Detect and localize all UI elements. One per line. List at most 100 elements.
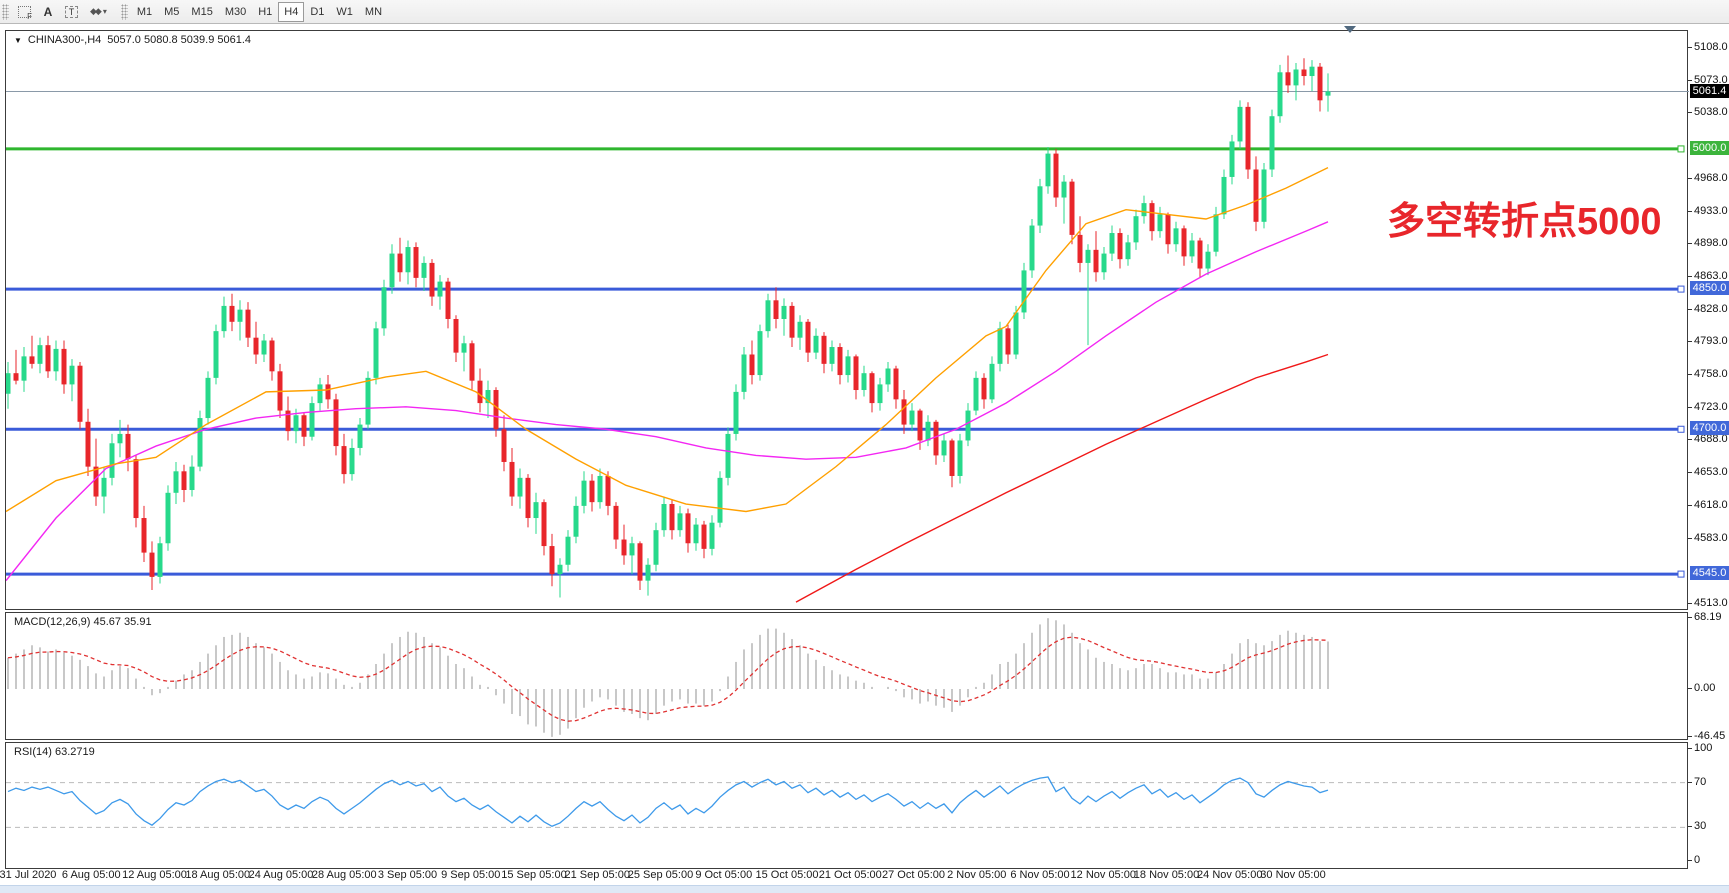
- candle-body: [909, 410, 915, 425]
- timeframe-H1[interactable]: H1: [258, 5, 273, 18]
- candle-body: [493, 390, 499, 430]
- price-tick-4898.0-tick: [1688, 243, 1692, 245]
- candle-body: [421, 262, 427, 278]
- candle-body: [261, 340, 267, 355]
- hline-4700-handle[interactable]: [1677, 425, 1685, 433]
- candle-body: [37, 345, 43, 364]
- candle-body: [173, 471, 179, 493]
- timeframe-M5[interactable]: M5: [164, 5, 180, 18]
- candle-body: [1101, 253, 1107, 273]
- rsi-tick-70-tick: [1688, 781, 1692, 783]
- candle-body: [925, 421, 931, 441]
- text-box-button[interactable]: T: [59, 2, 84, 22]
- macd-panel[interactable]: MACD(12,26,9) 45.67 35.91: [5, 612, 1688, 740]
- candle-body: [1285, 72, 1291, 86]
- rsi-chart[interactable]: [6, 743, 1689, 870]
- candle-body: [741, 354, 747, 392]
- candle-body: [317, 384, 323, 404]
- hline-4850-tag: 4850.0: [1690, 281, 1729, 296]
- price-tick-5038.0-tick: [1688, 112, 1692, 114]
- candle-body: [141, 518, 147, 553]
- toolbar-grip-2[interactable]: [120, 3, 128, 20]
- chart-annotation-text[interactable]: 多空转折点5000: [1387, 201, 1662, 243]
- symbol-dropdown-icon[interactable]: ▼: [14, 35, 22, 45]
- time-label: 6 Aug 05:00: [61, 869, 121, 881]
- chart-title: ▼ CHINA300-,H4 5057.0 5080.8 5039.9 5061…: [14, 34, 251, 46]
- candle-body: [1149, 203, 1155, 232]
- hline-5000-handle[interactable]: [1677, 145, 1685, 153]
- hline-4545-tag: 4545.0: [1690, 566, 1729, 581]
- candlestick-chart[interactable]: [6, 31, 1689, 611]
- font-a-button[interactable]: A: [37, 2, 59, 22]
- price-tick-4618.0: 4618.0: [1694, 498, 1728, 511]
- price-tick-4828.0: 4828.0: [1694, 302, 1728, 315]
- timeframe-H4[interactable]: H4: [278, 1, 305, 22]
- main-chart-panel[interactable]: ▼ CHINA300-,H4 5057.0 5080.8 5039.9 5061…: [5, 30, 1689, 611]
- candle-body: [1093, 249, 1099, 273]
- price-tick-5108.0-tick: [1688, 47, 1692, 48]
- toolbar: A T ◆◆ ▾ M1 M5 M15 M30 H1 H4 D1 W1 MN: [0, 0, 1729, 24]
- candle-body: [1021, 270, 1027, 313]
- timeframe-W1[interactable]: W1: [336, 5, 353, 18]
- timeframe-M30[interactable]: M30: [224, 5, 247, 18]
- macd-tick-0.00: 0.00: [1694, 682, 1716, 694]
- candle-body: [533, 502, 539, 519]
- grid-f-button[interactable]: [12, 2, 37, 22]
- price-tick-4513.0: 4513.0: [1694, 597, 1728, 609]
- price-tick-4968.0: 4968.0: [1694, 171, 1728, 184]
- shapes-button[interactable]: ◆◆ ▾: [84, 2, 113, 22]
- toolbar-grip[interactable]: [2, 3, 9, 20]
- candle-body: [1037, 186, 1043, 226]
- timeframe-M1[interactable]: M1: [136, 5, 153, 18]
- rsi-tick-100: 100: [1694, 742, 1713, 754]
- candle-body: [325, 384, 331, 400]
- macd-chart[interactable]: [6, 613, 1689, 741]
- time-axis: 31 Jul 2020 6 Aug 05:00 12 Aug 05:00 18 Aug…: [0, 869, 1729, 885]
- candle-body: [269, 340, 275, 372]
- candle-body: [1189, 240, 1195, 257]
- rsi-panel[interactable]: RSI(14) 63.2719: [5, 742, 1689, 870]
- ma-fast-line: [6, 166, 1329, 513]
- candle-body: [613, 505, 619, 540]
- timeframe-M15[interactable]: M15: [191, 5, 213, 18]
- current-price-tag: 5061.4: [1690, 83, 1729, 98]
- candle-body: [125, 433, 131, 460]
- candle-body: [149, 552, 155, 577]
- hline-4700-tag: 4700.0: [1690, 421, 1729, 436]
- candle-body: [1309, 66, 1315, 77]
- ma-mid-line: [6, 221, 1329, 582]
- candle-body: [773, 300, 779, 319]
- candle-body: [1221, 176, 1227, 215]
- hline-4850-handle[interactable]: [1677, 285, 1685, 293]
- rsi-tick-0-tick: [1688, 860, 1692, 861]
- hline-4545-handle[interactable]: [1677, 570, 1685, 578]
- rsi-line: [7, 776, 1329, 828]
- candle-body: [949, 440, 955, 476]
- candle-body: [1173, 228, 1179, 245]
- candle-body: [365, 377, 371, 425]
- candle-body: [349, 447, 355, 475]
- candle-body: [1245, 106, 1251, 170]
- candle-body: [1141, 203, 1147, 217]
- candle-body: [997, 328, 1003, 364]
- candle-body: [1317, 66, 1323, 101]
- candle-body: [6, 373, 11, 394]
- candle-body: [485, 390, 491, 404]
- candle-body: [165, 492, 171, 544]
- macd-tick--46.45: -46.45: [1694, 730, 1726, 743]
- candle-body: [1261, 169, 1267, 222]
- candle-body: [405, 247, 411, 273]
- timeframe-D1[interactable]: D1: [310, 5, 325, 18]
- price-tick-4863.0: 4863.0: [1694, 269, 1728, 282]
- candle-body: [1109, 233, 1115, 254]
- candle-body: [397, 253, 403, 273]
- candle-body: [853, 356, 859, 391]
- candle-body: [213, 331, 219, 378]
- timeframe-MN[interactable]: MN: [364, 5, 383, 18]
- chart-symbol: CHINA300-,H4: [27, 34, 102, 46]
- text-box-icon: T: [65, 5, 78, 18]
- macd-tick-68.19-tick: [1688, 617, 1692, 618]
- candle-body: [373, 328, 379, 378]
- candle-body: [901, 399, 907, 425]
- chart-shift-marker-icon[interactable]: [1344, 26, 1356, 33]
